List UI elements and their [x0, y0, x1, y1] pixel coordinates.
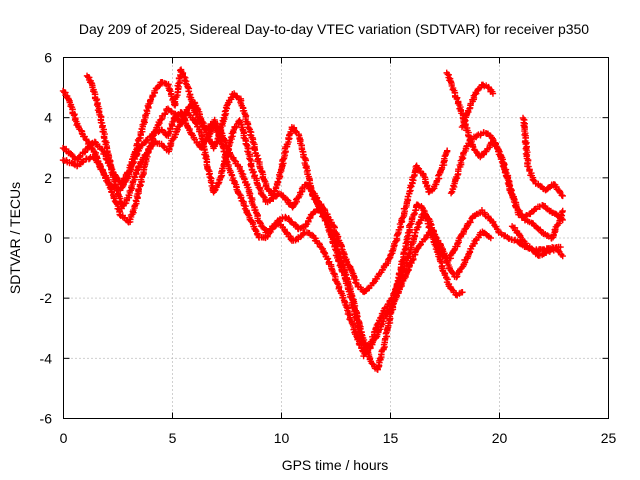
data-point — [404, 193, 412, 200]
y-tick-label: -6 — [40, 411, 53, 427]
series-track-2 — [59, 66, 564, 353]
data-point — [160, 142, 167, 150]
data-point — [139, 171, 146, 179]
x-tick-label: 10 — [274, 430, 290, 446]
data-point — [274, 178, 281, 185]
data-point — [79, 159, 86, 166]
data-point — [236, 190, 243, 198]
data-point — [503, 173, 511, 181]
data-point — [368, 360, 375, 367]
data-point — [521, 131, 528, 138]
data-point — [443, 274, 450, 282]
data-point — [115, 192, 122, 199]
data-point — [185, 88, 193, 95]
x-tick-label: 20 — [492, 430, 508, 446]
data-point — [489, 90, 497, 97]
y-tick-label: -2 — [40, 290, 53, 306]
data-point — [559, 252, 566, 260]
data-point — [386, 255, 393, 262]
data-point — [192, 120, 200, 127]
y-axis-label: SDTVAR / TECUs — [7, 182, 23, 294]
data-point — [558, 215, 566, 223]
data-point — [387, 251, 395, 258]
series-track-9 — [508, 223, 566, 260]
data-point — [306, 215, 313, 222]
y-tick-label: 4 — [44, 110, 52, 126]
y-tick-label: 6 — [44, 50, 52, 66]
data-point — [414, 201, 422, 209]
series-track-8 — [519, 114, 566, 200]
data-point — [202, 154, 209, 162]
data-point — [530, 176, 537, 184]
data-point — [112, 199, 120, 206]
data-point — [493, 144, 501, 152]
data-point — [282, 213, 289, 221]
data-point — [412, 229, 419, 236]
data-point — [169, 118, 176, 126]
data-point — [231, 157, 238, 164]
data-point — [388, 301, 395, 308]
data-point — [140, 164, 148, 171]
axis-ticks: 0 5 10 15 20 25 -6 -4 -2 0 2 4 6 — [40, 50, 617, 447]
data-point — [223, 102, 231, 109]
data-point — [292, 128, 299, 135]
data-point — [143, 137, 151, 144]
series-track-7 — [447, 129, 566, 224]
data-point — [181, 76, 189, 84]
series-track-4 — [83, 72, 451, 296]
data-point — [414, 164, 421, 171]
data-point — [555, 247, 562, 255]
series-track-3 — [59, 109, 494, 360]
y-tick-label: -4 — [40, 350, 53, 366]
data-point — [129, 160, 137, 167]
x-tick-label: 25 — [601, 430, 617, 446]
x-axis-label: GPS time / hours — [282, 457, 389, 473]
data-point — [441, 153, 449, 160]
x-tick-label: 5 — [169, 430, 177, 446]
data-point — [443, 147, 451, 154]
data-point — [559, 216, 566, 224]
x-tick-label: 0 — [60, 430, 68, 446]
data-point — [376, 355, 384, 362]
data-point — [359, 347, 366, 354]
data-point — [559, 192, 566, 200]
y-tick-label: 0 — [44, 230, 52, 246]
data-point — [134, 190, 141, 198]
series-track-6 — [458, 81, 497, 131]
data-point — [343, 258, 351, 266]
data-point — [559, 207, 566, 215]
data-point — [245, 125, 253, 132]
y-tick-label: 2 — [44, 170, 52, 186]
data-point — [105, 179, 112, 186]
data-point — [137, 182, 144, 189]
data-point — [378, 321, 385, 329]
data-point — [166, 87, 173, 94]
x-tick-label: 15 — [383, 430, 399, 446]
data-points — [59, 66, 566, 373]
data-point — [244, 211, 252, 218]
data-point — [243, 141, 250, 148]
data-point — [479, 81, 487, 89]
chart-title: Day 209 of 2025, Sidereal Day-to-day VTE… — [79, 21, 589, 37]
data-point — [119, 182, 127, 190]
data-point — [408, 183, 415, 190]
data-point — [410, 177, 417, 184]
data-point — [343, 304, 350, 311]
data-point — [487, 234, 494, 242]
data-point — [459, 288, 466, 296]
data-point — [544, 232, 551, 239]
data-point — [314, 198, 322, 205]
